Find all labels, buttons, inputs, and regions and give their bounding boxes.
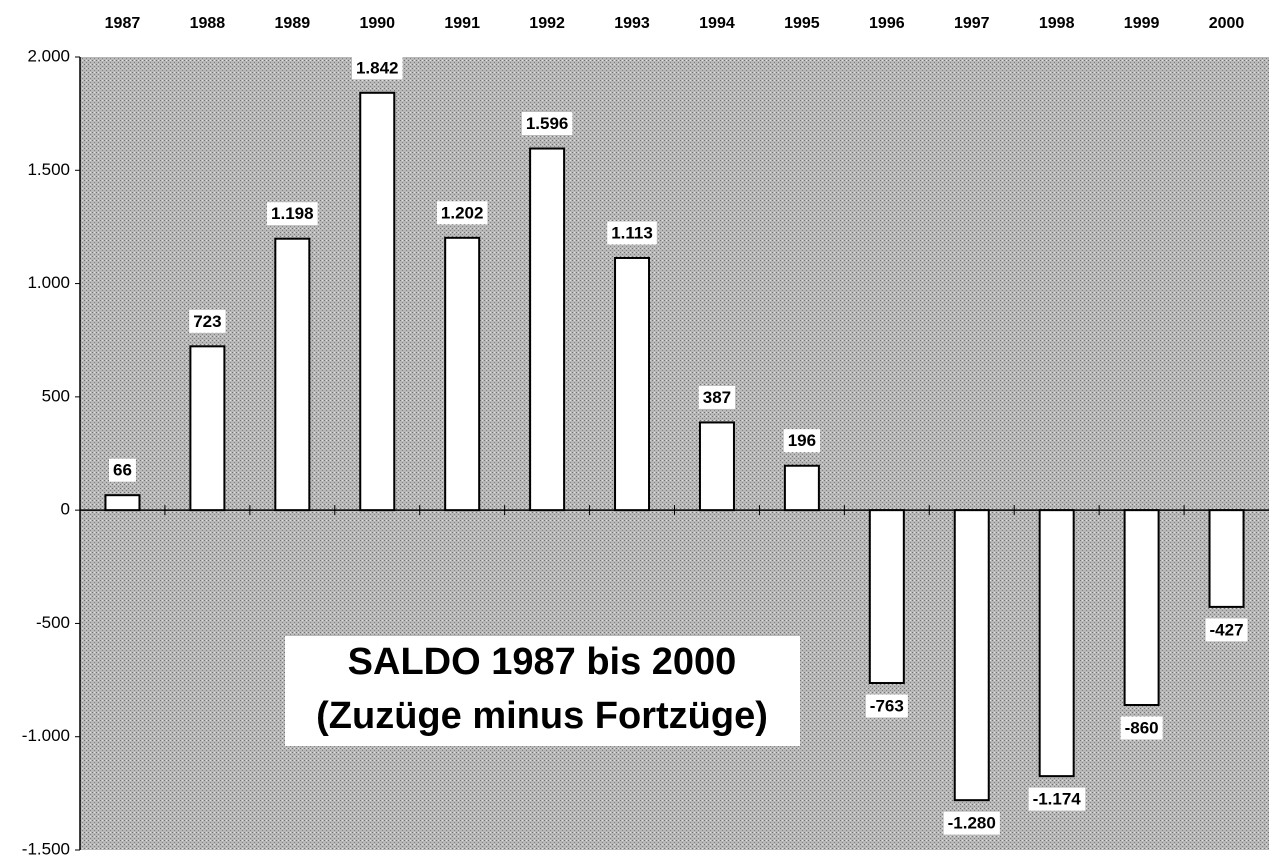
y-tick-label: -1.000: [22, 726, 70, 745]
value-label-box: [521, 112, 573, 136]
bar: [189, 345, 226, 512]
value-label-box: [607, 221, 657, 245]
x-tick-label: 1987: [105, 15, 141, 32]
value-label-box: [698, 385, 736, 409]
bar: [614, 256, 651, 512]
y-tick-label: -1.500: [22, 839, 70, 858]
bar: [868, 509, 905, 685]
value-label: 387: [703, 388, 731, 407]
value-label-box: [189, 309, 226, 333]
value-label: 1.842: [356, 58, 399, 77]
value-label-box: [109, 458, 136, 482]
y-tick-label: 0: [61, 500, 70, 519]
value-label-box: [436, 201, 488, 225]
x-tick-label: 1999: [1124, 15, 1160, 32]
value-label: 1.198: [271, 204, 314, 223]
bar: [359, 91, 396, 512]
bar: [1123, 509, 1160, 706]
bar: [274, 237, 311, 512]
value-label-box: [783, 429, 821, 453]
bar: [1208, 509, 1245, 608]
x-tick-label: 1991: [444, 15, 480, 32]
bar: [1038, 509, 1075, 778]
value-label: 1.113: [611, 223, 653, 242]
title-box: [285, 636, 800, 746]
bar: [104, 494, 141, 512]
bar: [698, 421, 735, 512]
chart-title: SALDO 1987 bis 2000: [348, 641, 737, 683]
x-tick-label: 1995: [784, 15, 820, 32]
x-tick-label: 1993: [614, 15, 650, 32]
y-tick-label: 1.000: [27, 273, 70, 292]
x-tick-label: 1988: [190, 15, 226, 32]
value-label: 1.202: [441, 203, 484, 222]
x-tick-label: 1998: [1039, 15, 1075, 32]
bar: [444, 236, 481, 512]
x-tick-label: 1996: [869, 15, 905, 32]
value-label-box: [351, 56, 403, 80]
value-label-box: [943, 811, 1000, 835]
bar: [783, 464, 820, 512]
value-label-box: [267, 202, 318, 226]
value-label-box: [1205, 618, 1248, 642]
bar: [953, 509, 990, 802]
y-tick-label: 1.500: [27, 160, 70, 179]
value-label: -1.174: [1033, 790, 1082, 809]
x-tick-label: 1989: [275, 15, 311, 32]
x-tick-label: 1994: [699, 15, 735, 32]
value-label: 66: [113, 461, 132, 480]
y-tick-label: -500: [36, 613, 70, 632]
value-label-box: [1028, 787, 1086, 811]
value-label: 196: [788, 431, 816, 450]
bar: [529, 147, 566, 512]
x-tick-label: 2000: [1209, 15, 1245, 32]
value-label: 1.596: [526, 114, 569, 133]
y-tick-label: 500: [42, 386, 70, 405]
value-label: -427: [1210, 620, 1244, 639]
y-tick-label: 2.000: [27, 46, 70, 65]
value-label: -1.280: [948, 814, 996, 833]
value-label: -860: [1125, 718, 1159, 737]
value-label-box: [1120, 716, 1163, 740]
chart-subtitle: (Zuzüge minus Fortzüge): [316, 695, 768, 737]
value-label-box: [865, 694, 908, 718]
x-tick-label: 1992: [529, 15, 565, 32]
x-tick-label: 1997: [954, 15, 990, 32]
x-tick-label: 1990: [359, 15, 395, 32]
value-label: 723: [193, 312, 221, 331]
value-label: -763: [870, 697, 904, 716]
